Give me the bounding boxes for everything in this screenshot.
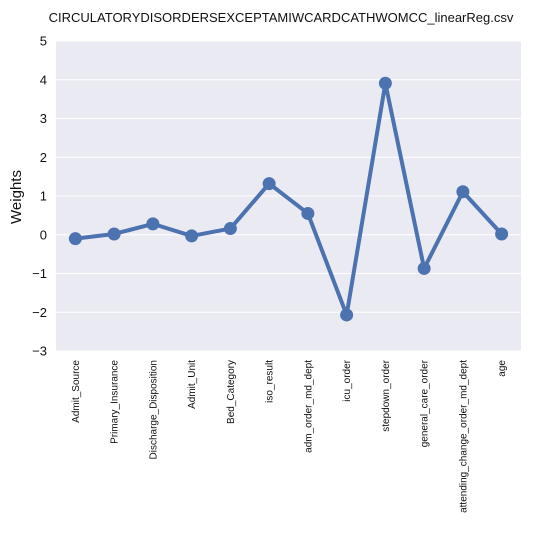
data-point: [185, 229, 198, 242]
x-tick-label: Bed_Category: [226, 360, 237, 424]
data-point: [418, 262, 431, 275]
x-tick-label: icu_order: [342, 359, 353, 401]
x-tick-label: Primary_Insurance: [110, 360, 121, 444]
data-point: [108, 227, 121, 240]
x-tick-label: adm_order_md_dept: [303, 360, 314, 453]
y-axis-ticks: −3 −2 −1 0 1 2 3 4 5: [32, 34, 47, 359]
data-point: [340, 308, 353, 321]
data-point: [495, 227, 508, 240]
x-tick-label: age: [497, 360, 508, 377]
y-tick-label: 3: [40, 111, 47, 126]
x-tick-label: Admit_Unit: [187, 360, 198, 409]
y-tick-label: 1: [40, 189, 47, 204]
x-axis-ticks: Admit_Source Primary_Insurance Discharge_D…: [71, 359, 508, 513]
data-point: [224, 222, 237, 235]
x-tick-label: general_care_order: [420, 359, 431, 447]
y-tick-label: −1: [32, 266, 47, 281]
data-point: [379, 77, 392, 90]
data-point: [69, 232, 82, 245]
y-tick-label: −3: [32, 344, 47, 359]
y-tick-label: 0: [40, 227, 47, 242]
chart-title: CIRCULATORYDISORDERSEXCEPTAMIWCARDCATHWO…: [49, 10, 514, 25]
x-tick-label: iso_result: [265, 360, 276, 403]
y-tick-label: 2: [40, 150, 47, 165]
data-point: [146, 217, 159, 230]
y-axis-label: Weights: [8, 170, 25, 224]
x-tick-label: Admit_Source: [71, 360, 82, 423]
y-tick-label: 5: [40, 34, 47, 49]
x-tick-label: stepdown_order: [381, 359, 392, 431]
y-tick-label: 4: [40, 72, 47, 87]
x-tick-label: Discharge_Disposition: [148, 360, 159, 460]
data-point: [456, 185, 469, 198]
y-tick-label: −2: [32, 305, 47, 320]
data-point: [301, 207, 314, 220]
data-point: [263, 177, 276, 190]
x-tick-label: attending_change_order_md_dept: [458, 360, 469, 513]
